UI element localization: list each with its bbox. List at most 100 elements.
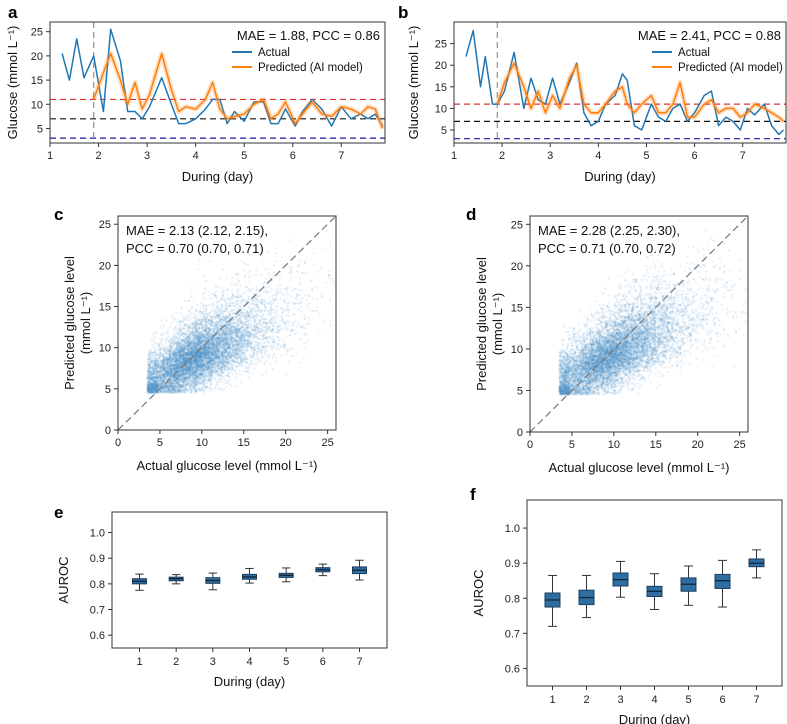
scatter-point — [323, 320, 326, 323]
scatter-point — [173, 375, 176, 379]
x-axis-label: During (day) — [182, 169, 254, 184]
scatter-point — [250, 349, 253, 352]
scatter-point — [295, 326, 298, 329]
scatter-point — [161, 377, 165, 380]
scatter-point — [248, 280, 251, 283]
scatter-point — [243, 329, 247, 332]
scatter-point — [247, 375, 250, 378]
scatter-point — [209, 357, 213, 360]
scatter-point — [256, 315, 259, 318]
scatter-point — [199, 315, 202, 318]
scatter-point — [165, 390, 169, 394]
scatter-point — [211, 328, 214, 331]
scatter-point — [185, 353, 188, 357]
scatter-point — [333, 282, 336, 285]
scatter-point — [191, 339, 195, 343]
scatter-point — [198, 370, 202, 373]
x-tick-label: 3 — [144, 150, 150, 162]
scatter-point — [170, 322, 173, 326]
scatter-point — [169, 349, 173, 352]
scatter-point — [305, 334, 308, 337]
scatter-point — [203, 316, 207, 319]
scatter-point — [255, 343, 258, 346]
scatter-point — [291, 324, 295, 327]
scatter-point — [174, 318, 177, 321]
scatter-point — [154, 335, 157, 338]
scatter-point — [223, 327, 226, 330]
scatter-point — [192, 378, 196, 381]
scatter-point — [274, 252, 278, 255]
scatter-point — [235, 375, 238, 378]
x-tick-label: 7 — [338, 150, 344, 162]
scatter-point — [236, 277, 239, 281]
scatter-point — [238, 348, 241, 352]
scatter-point — [225, 322, 229, 325]
scatter-point — [221, 286, 224, 289]
scatter-point — [235, 348, 238, 351]
scatter-point — [161, 316, 164, 320]
scatter-point — [153, 385, 157, 389]
scatter-point — [177, 389, 180, 393]
scatter-point — [179, 370, 183, 373]
scatter-point — [248, 275, 251, 279]
scatter-point — [253, 367, 257, 370]
scatter-point — [171, 351, 174, 354]
scatter-point — [289, 284, 292, 287]
scatter-point — [267, 327, 270, 330]
scatter-point — [170, 388, 173, 391]
scatter-point — [178, 320, 181, 323]
scatter-point — [183, 366, 187, 369]
scatter-point — [309, 279, 312, 282]
scatter-point — [192, 313, 196, 317]
scatter-point — [204, 297, 207, 300]
scatter-point — [228, 347, 231, 350]
scatter-point — [264, 268, 267, 271]
scatter-point — [300, 258, 303, 262]
scatter-point — [162, 391, 165, 394]
scatter-point — [150, 354, 154, 357]
scatter-point — [276, 302, 279, 305]
scatter-point — [249, 310, 252, 314]
scatter-point — [204, 336, 207, 339]
scatter-point — [147, 384, 151, 387]
scatter-point — [240, 336, 243, 339]
x-tick-label: 6 — [692, 150, 698, 162]
scatter-point — [211, 349, 214, 352]
scatter-point — [189, 351, 193, 354]
scatter-point — [197, 268, 200, 271]
scatter-point — [183, 349, 186, 352]
scatter-point — [267, 271, 270, 275]
scatter-point — [150, 338, 153, 341]
scatter-point — [256, 347, 259, 351]
scatter-point — [171, 379, 174, 382]
scatter-point — [263, 362, 266, 366]
scatter-point — [197, 335, 200, 338]
scatter-point — [239, 312, 242, 316]
scatter-point — [187, 313, 191, 316]
x-tick-label: 5 — [643, 150, 649, 162]
scatter-point — [152, 388, 155, 391]
scatter-point — [167, 328, 170, 331]
scatter-point — [233, 324, 237, 327]
scatter-point — [191, 368, 194, 371]
scatter-point — [289, 279, 292, 282]
scatter-point — [288, 301, 291, 304]
scatter-point — [278, 278, 281, 281]
scatter-point — [260, 317, 263, 320]
scatter-point — [166, 370, 169, 374]
scatter-point — [248, 378, 252, 382]
x-tick-label: 3 — [547, 150, 553, 162]
scatter-point — [172, 388, 175, 391]
scatter-point — [319, 267, 322, 270]
scatter-point — [328, 269, 331, 273]
scatter-point — [214, 371, 217, 375]
scatter-point — [190, 290, 193, 293]
scatter-point — [245, 333, 249, 336]
scatter-point — [194, 330, 198, 333]
scatter-point — [194, 318, 198, 322]
scatter-point — [266, 353, 270, 356]
scatter-point — [220, 304, 223, 308]
series-line-actual — [465, 29, 785, 136]
scatter-point — [210, 342, 213, 345]
scatter-point — [257, 344, 260, 347]
